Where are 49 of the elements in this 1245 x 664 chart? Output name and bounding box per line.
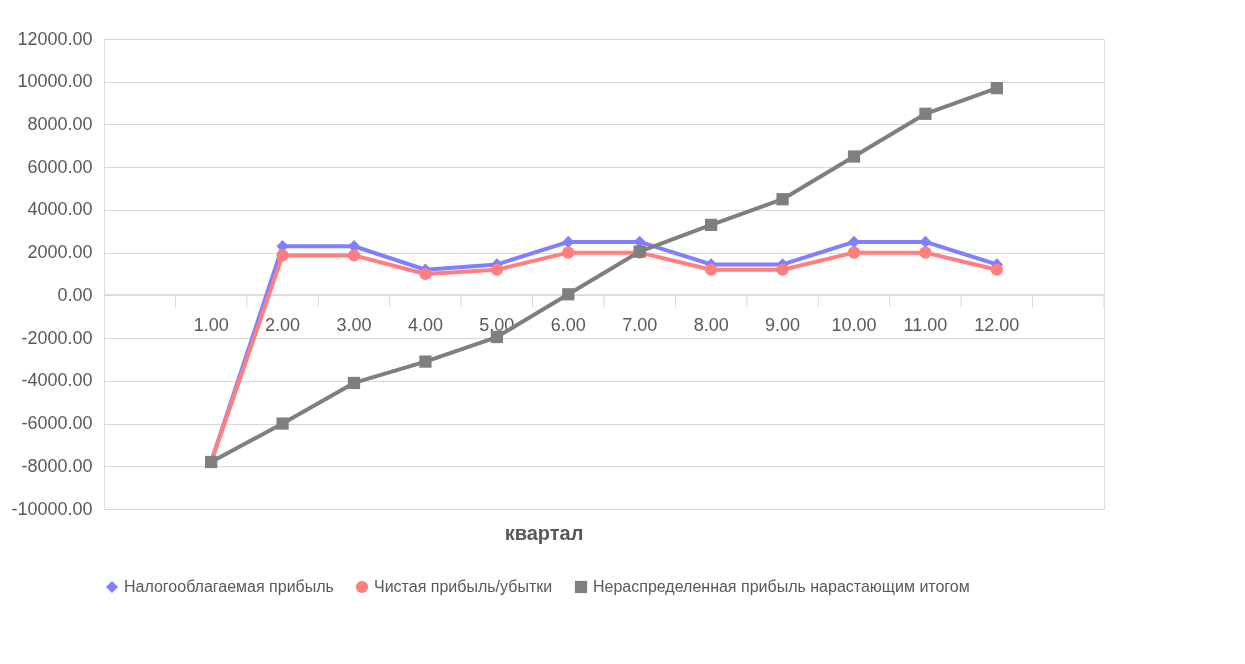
point — [276, 249, 289, 262]
y-tick-label: 0.00 — [57, 284, 93, 305]
x-tick-label: 3.00 — [336, 315, 372, 336]
point — [990, 82, 1003, 95]
point — [490, 330, 503, 344]
y-tick-label: -4000.00 — [21, 370, 93, 391]
legend-label: Нераспределенная прибыль нарастающим итогом — [593, 578, 970, 595]
point — [705, 263, 718, 276]
x-axis-title: квартал — [504, 522, 584, 544]
point — [419, 267, 432, 281]
point — [276, 417, 289, 430]
point — [347, 376, 361, 390]
point — [990, 263, 1003, 276]
x-tick-label: 11.00 — [903, 315, 948, 336]
y-tick-label: -2000.00 — [21, 327, 93, 348]
legend-label: Налогооблагаемая прибыль — [124, 578, 334, 595]
y-tick-label: 4000.00 — [27, 199, 93, 220]
x-tick-label: 6.00 — [550, 315, 586, 336]
point — [562, 246, 575, 259]
y-tick-label: 6000.00 — [27, 156, 93, 177]
point — [562, 288, 575, 301]
x-tick-label: 4.00 — [407, 315, 443, 336]
point — [919, 107, 932, 120]
x-tick-label: 8.00 — [693, 315, 729, 336]
y-tick-label: -8000.00 — [21, 455, 93, 476]
y-tick-label: 8000.00 — [27, 113, 93, 134]
point — [847, 150, 861, 163]
y-tick-label: -6000.00 — [21, 413, 93, 434]
x-tick-label: 12.00 — [974, 315, 1020, 336]
point — [919, 246, 932, 259]
point — [490, 263, 503, 276]
x-tick-label: 1.00 — [193, 315, 229, 336]
point — [847, 246, 861, 259]
x-tick-label: 2.00 — [265, 315, 301, 336]
point — [419, 355, 432, 368]
y-tick-label: 10000.00 — [17, 71, 93, 92]
point — [562, 235, 575, 249]
y-tick-label: -10000.00 — [11, 498, 93, 519]
point — [776, 193, 789, 206]
x-tick-label: 10.00 — [831, 315, 877, 336]
point — [919, 235, 932, 249]
x-tick-label: 7.00 — [622, 315, 658, 336]
point — [705, 218, 718, 231]
y-tick-label: 2000.00 — [27, 242, 93, 263]
point — [776, 263, 789, 276]
y-tick-label: 12000.00 — [17, 28, 93, 49]
point — [347, 249, 361, 262]
legend-label: Чистая прибыль/убытки — [374, 578, 553, 595]
x-tick-label: 9.00 — [765, 315, 801, 336]
